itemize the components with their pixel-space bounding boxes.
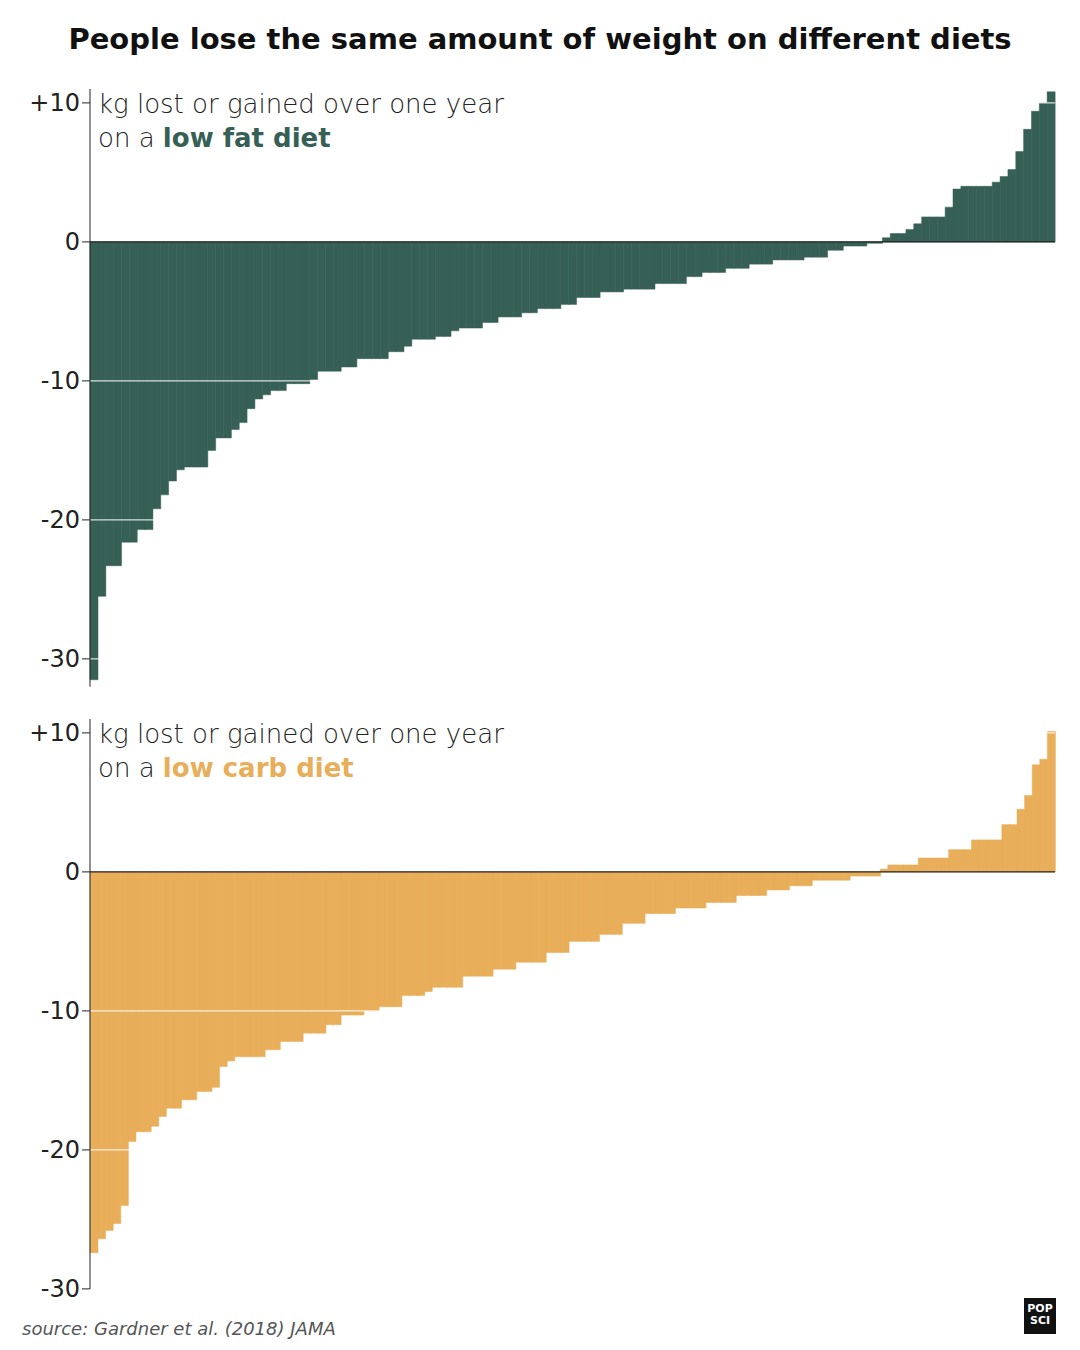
svg-text:+10: +10 [29,720,80,748]
svg-text:+10: +10 [29,90,80,118]
html-text:kg lost or gained over one yea: kg lost or gained over one year [98,719,504,750]
svg-text:-30: -30 [41,1276,80,1304]
html-text:kg lost or gained over one yea: kg lost or gained over one year [98,89,504,120]
svg-text:-20: -20 [41,507,80,535]
html-text:People lose the same amount of: People lose the same amount of weight on… [68,22,1012,56]
html-text:SCI: SCI [1030,1314,1050,1327]
svg-text:-10: -10 [41,998,80,1026]
svg-text:0: 0 [65,859,80,887]
svg-text:-20: -20 [41,1137,80,1165]
html-text:source: Gardner et al. (2018): source: Gardner et al. (2018) JAMA [22,1318,336,1339]
svg-text:-30: -30 [41,646,80,674]
svg-text:0: 0 [65,229,80,257]
html-text:POP: POP [1027,1302,1053,1315]
html-text:on a low carb diet: on a low carb diet [98,753,354,784]
svg-text:-10: -10 [41,368,80,396]
html-text:on a low fat diet: on a low fat diet [98,123,331,154]
